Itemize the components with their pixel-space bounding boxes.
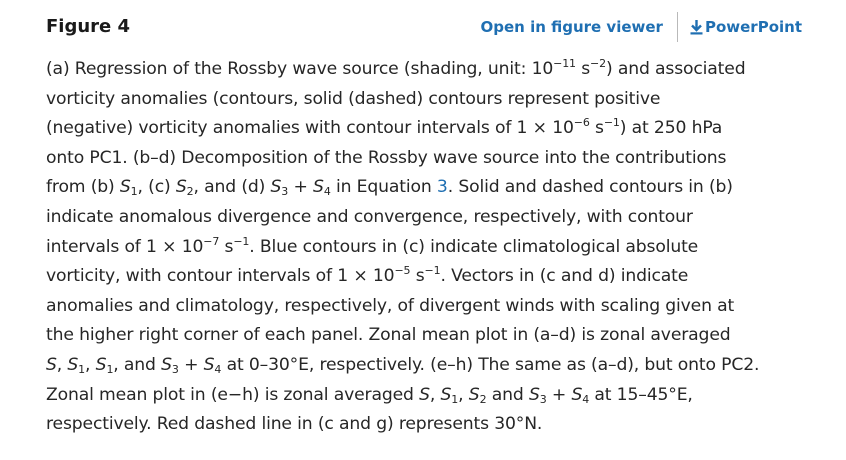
actions-divider: [676, 12, 678, 42]
caption-line: S, S1, S1, and S3 + S4 at 0–30°E, respec…: [46, 354, 760, 376]
caption-line: vorticity, with contour intervals of 1 ×…: [46, 264, 689, 287]
caption-line: (negative) vorticity anomalies with cont…: [46, 116, 723, 139]
figure-header: Figure 4 Open in figure viewer PowerPoin…: [46, 12, 802, 42]
caption-line: intervals of 1 × 10−7 s−1. Blue contours…: [46, 234, 699, 257]
caption-line: vorticity anomalies (contours, solid (da…: [46, 88, 661, 109]
caption-line: indicate anomalous divergence and conver…: [46, 206, 693, 227]
download-arrow-icon: [690, 20, 703, 35]
caption-line: (a) Regression of the Rossby wave source…: [46, 57, 746, 79]
powerpoint-label: PowerPoint: [704, 18, 802, 36]
open-in-figure-viewer-link[interactable]: Open in figure viewer: [480, 18, 663, 36]
caption-line: respectively. Red dashed line in (c and …: [46, 414, 543, 435]
figure-actions: Open in figure viewer PowerPoint: [480, 12, 802, 42]
figure-caption: (a) Regression of the Rossby wave source…: [46, 55, 806, 440]
equation-3-link[interactable]: 3: [436, 177, 448, 198]
powerpoint-download-link[interactable]: PowerPoint: [690, 18, 802, 36]
caption-line: from (b) S1, (c) S2, and (d) S3 + S4 in …: [46, 177, 733, 199]
figure-title: Figure 4: [46, 16, 131, 37]
caption-line: the higher right corner of each panel. Z…: [46, 325, 731, 346]
caption-line: anomalies and climatology, respectively,…: [46, 295, 735, 316]
caption-line: onto PC1. (b–d) Decomposition of the Ros…: [46, 147, 727, 168]
caption-line: Zonal mean plot in (e−h) is zonal averag…: [46, 384, 693, 406]
